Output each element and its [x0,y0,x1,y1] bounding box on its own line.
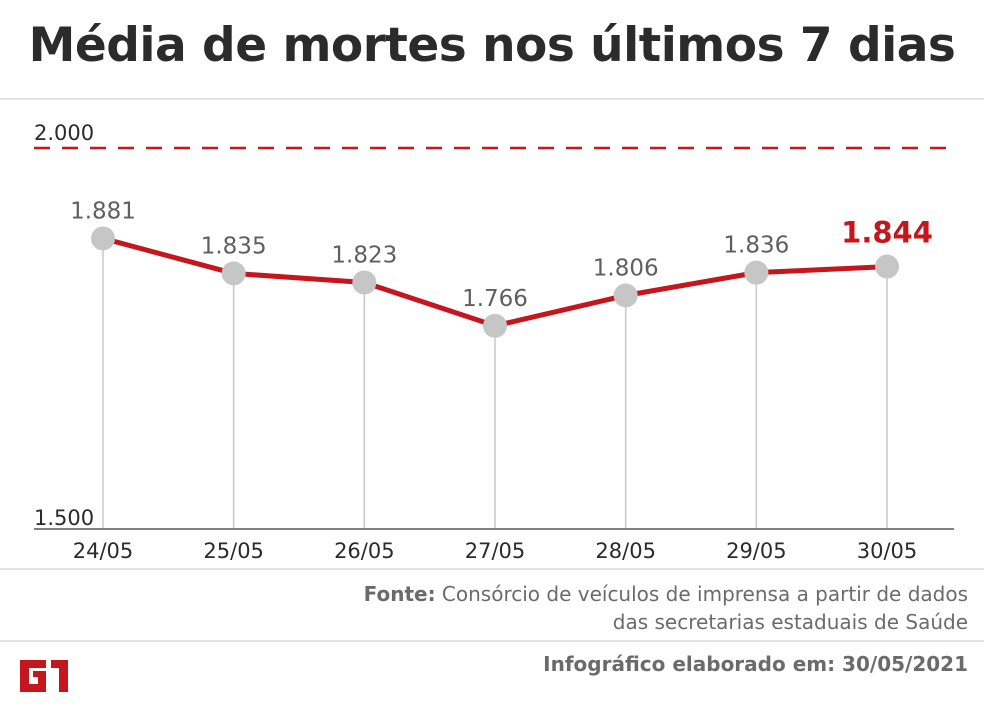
x-tick-label: 30/05 [857,539,918,563]
data-point [352,270,377,295]
y-tick-label: 1.500 [34,506,94,530]
line-chart: 1.500 2.000 24/05 25/05 26/05 27/05 28/05 29/0… [34,121,958,563]
data-point [91,226,115,251]
x-tick-label: 28/05 [595,539,656,563]
top-divider [0,98,984,100]
data-label: 1.766 [462,286,528,312]
x-tick-label: 29/05 [726,539,787,563]
x-tick-label: 26/05 [334,539,395,563]
data-point [221,261,246,286]
data-point [744,260,769,285]
footer-divider [0,640,984,642]
credit-note: Infográfico elaborado em: 30/05/2021 [543,652,968,676]
data-point [613,283,638,308]
x-tick-label: 24/05 [73,539,134,563]
chart-bottom-divider [0,568,984,570]
data-point [483,313,508,338]
x-tick-label: 25/05 [203,539,264,563]
data-label: 1.835 [201,233,267,259]
data-label: 1.806 [593,255,659,281]
x-tick-label: 27/05 [465,539,526,563]
source-label: Fonte: [363,582,436,606]
data-point [875,254,900,279]
source-text: Consórcio de veículos de imprensa a part… [441,582,968,634]
page-title: Média de mortes nos últimos 7 dias [28,18,956,73]
g1-logo [20,660,68,692]
y-tick-label: 2.000 [34,121,94,145]
data-label: 1.823 [331,243,397,269]
data-label: 1.836 [723,233,789,259]
data-label-highlight: 1.844 [841,216,933,250]
source-note: Fonte: Consórcio de veículos de imprensa… [348,580,968,636]
data-label: 1.881 [70,198,136,224]
